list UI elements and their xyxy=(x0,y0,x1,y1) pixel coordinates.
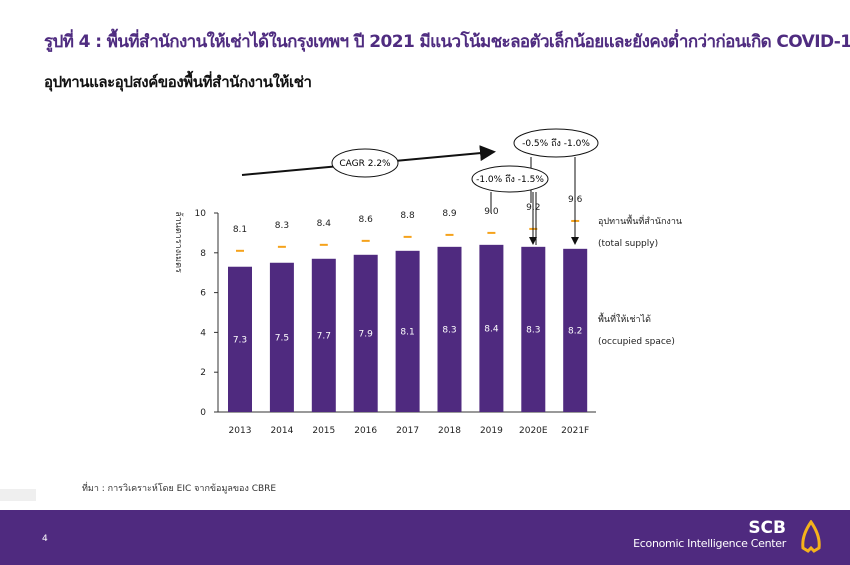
y-tick-label: 4 xyxy=(200,328,206,338)
supply-value-label: 8.3 xyxy=(275,221,289,231)
supply-value-label: 8.4 xyxy=(317,219,332,229)
bar-value-label: 7.7 xyxy=(317,331,331,341)
y-tick-label: 6 xyxy=(200,289,206,299)
footer: 4 SCB Economic Intelligence Center xyxy=(0,510,850,565)
bar xyxy=(228,266,252,412)
bar xyxy=(521,246,546,412)
source-note: ที่มา : การวิเคราะห์โดย EIC จากข้อมูลของ… xyxy=(82,484,277,494)
scb-logo-icon xyxy=(801,520,821,553)
x-tick-label: 2015 xyxy=(312,426,335,436)
supply-value-label: 8.1 xyxy=(233,225,247,235)
x-tick-label: 2016 xyxy=(354,426,377,436)
bar xyxy=(395,250,420,412)
bar-value-label: 8.2 xyxy=(568,326,582,336)
brand-center: Economic Intelligence Center xyxy=(633,537,786,550)
range-2020-bubble xyxy=(471,165,549,193)
bar-value-label: 8.3 xyxy=(526,325,540,335)
bar-value-label: 7.3 xyxy=(233,335,247,345)
cagr-bubble xyxy=(331,148,399,178)
x-tick-label: 2021F xyxy=(561,426,589,436)
bar xyxy=(563,248,588,412)
bar xyxy=(311,258,336,412)
bar-value-label: 8.1 xyxy=(400,327,414,337)
y-tick-label: 8 xyxy=(200,249,206,259)
bar xyxy=(269,262,294,412)
chart-subtitle: อุปทานและอุปสงค์ของพื้นที่สำนักงานให้เช่… xyxy=(44,73,312,91)
bar xyxy=(479,244,504,412)
range-2021-label: -0.5% ถึง -1.0% xyxy=(522,138,590,149)
supply-value-label: 8.6 xyxy=(359,215,374,225)
y-axis-label: ล้านตารางเมตร xyxy=(173,211,184,273)
x-tick-label: 2020E xyxy=(519,426,548,436)
legend-supply-th: อุปทานพื้นที่สำนักงาน xyxy=(598,214,682,227)
x-tick-label: 2017 xyxy=(396,426,419,436)
supply-value-label: 9.0 xyxy=(484,207,499,217)
legend-occupied-th: พื้นที่ให้เช่าได้ xyxy=(598,312,651,325)
range-2021-bubble xyxy=(513,128,599,158)
grey-box xyxy=(0,489,36,501)
x-tick-label: 2018 xyxy=(438,426,461,436)
y-tick-label: 0 xyxy=(200,408,206,418)
range-2020-label: -1.0% ถึง -1.5% xyxy=(476,174,544,185)
page-title: รูปที่ 4 : พื้นที่สำนักงานให้เช่าได้ในกร… xyxy=(44,32,850,52)
bar-value-label: 7.9 xyxy=(359,329,374,339)
y-tick-label: 10 xyxy=(195,209,207,219)
brand-name: SCB xyxy=(748,518,786,538)
bar-value-label: 8.4 xyxy=(484,324,499,334)
bar-value-label: 8.3 xyxy=(442,325,456,335)
brand: SCB Economic Intelligence Center xyxy=(633,519,786,551)
bar xyxy=(437,246,462,412)
bar-value-label: 7.5 xyxy=(275,333,289,343)
supply-value-label: 8.8 xyxy=(400,211,415,221)
x-tick-label: 2019 xyxy=(480,426,503,436)
supply-value-label: 8.9 xyxy=(442,209,457,219)
x-tick-label: 2013 xyxy=(229,426,252,436)
y-tick-label: 2 xyxy=(200,368,206,378)
x-tick-label: 2014 xyxy=(270,426,293,436)
page-number: 4 xyxy=(42,534,48,544)
bar xyxy=(353,254,378,412)
legend-occupied-en: (occupied space) xyxy=(598,337,675,347)
cagr-label: CAGR 2.2% xyxy=(339,159,391,169)
legend-supply-en: (total supply) xyxy=(598,239,658,249)
